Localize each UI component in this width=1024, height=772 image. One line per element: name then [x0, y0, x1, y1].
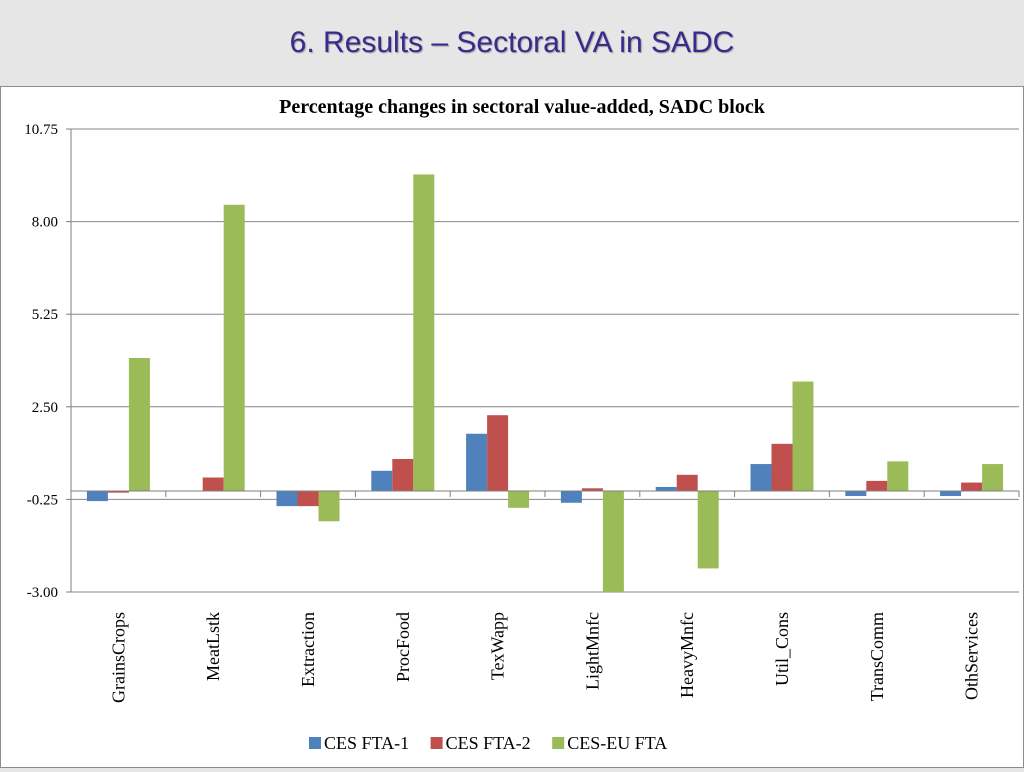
bar: [845, 491, 866, 496]
chart-title: Percentage changes in sectoral value-add…: [279, 96, 766, 118]
bar: [772, 444, 793, 491]
bar: [87, 491, 108, 501]
zero-axis: [71, 491, 1019, 497]
bar-chart: Percentage changes in sectoral value-add…: [1, 87, 1023, 767]
bar: [603, 491, 624, 592]
gridlines: [66, 129, 1019, 592]
legend-swatch: [552, 737, 564, 749]
x-tick-label: MeatLstk: [203, 612, 223, 681]
x-tick-label: Util_Cons: [772, 612, 792, 686]
y-tick-label: 10.75: [24, 122, 58, 138]
bar: [887, 461, 908, 491]
y-axis-ticks: 10.75 8.00 5.25 2.50 -0.25 -3.00: [24, 122, 58, 601]
y-tick-label: -3.00: [27, 585, 58, 601]
x-tick-label: LightMnfc: [582, 612, 602, 690]
bar: [203, 478, 224, 491]
x-tick-label: ProcFood: [393, 612, 413, 682]
bar: [224, 205, 245, 491]
bar: [487, 415, 508, 491]
x-tick-label: OthServices: [962, 612, 982, 700]
bar: [466, 434, 487, 491]
bar: [392, 459, 413, 491]
y-tick-label: 2.50: [32, 400, 58, 416]
legend-swatch: [309, 737, 321, 749]
bar: [677, 475, 698, 491]
y-tick-label: -0.25: [27, 492, 58, 508]
x-tick-label: Extraction: [298, 612, 318, 687]
bar: [698, 491, 719, 568]
legend-label: CES-EU FTA: [567, 733, 667, 753]
slide-title: 6. Results – Sectoral VA in SADC: [0, 26, 1024, 60]
bar: [319, 491, 340, 521]
bar: [413, 174, 434, 491]
bar: [656, 487, 677, 491]
bar: [940, 491, 961, 496]
x-tick-label: GrainsCrops: [108, 612, 128, 703]
legend-swatch: [431, 737, 443, 749]
bar: [298, 491, 319, 506]
bar: [961, 483, 982, 491]
bar: [866, 481, 887, 491]
bars: [87, 174, 1003, 592]
legend-label: CES FTA-2: [446, 733, 531, 753]
legend: CES FTA-1 CES FTA-2 CES-EU FTA: [309, 733, 667, 753]
x-axis-labels: GrainsCrops MeatLstk Extraction ProcFood Tex…: [108, 612, 981, 703]
legend-label: CES FTA-1: [324, 733, 409, 753]
y-tick-label: 8.00: [32, 215, 58, 231]
bar: [129, 358, 150, 491]
bar: [561, 491, 582, 503]
x-tick-label: TexWapp: [488, 612, 508, 680]
bar: [793, 382, 814, 491]
bar: [751, 464, 772, 491]
bar: [982, 464, 1003, 491]
x-tick-label: HeavyMnfc: [677, 612, 697, 698]
bar: [508, 491, 529, 508]
y-tick-label: 5.25: [32, 307, 58, 323]
chart-frame: Percentage changes in sectoral value-add…: [0, 86, 1024, 768]
x-tick-label: TransComm: [867, 612, 887, 701]
bar: [371, 471, 392, 491]
bar: [277, 491, 298, 506]
